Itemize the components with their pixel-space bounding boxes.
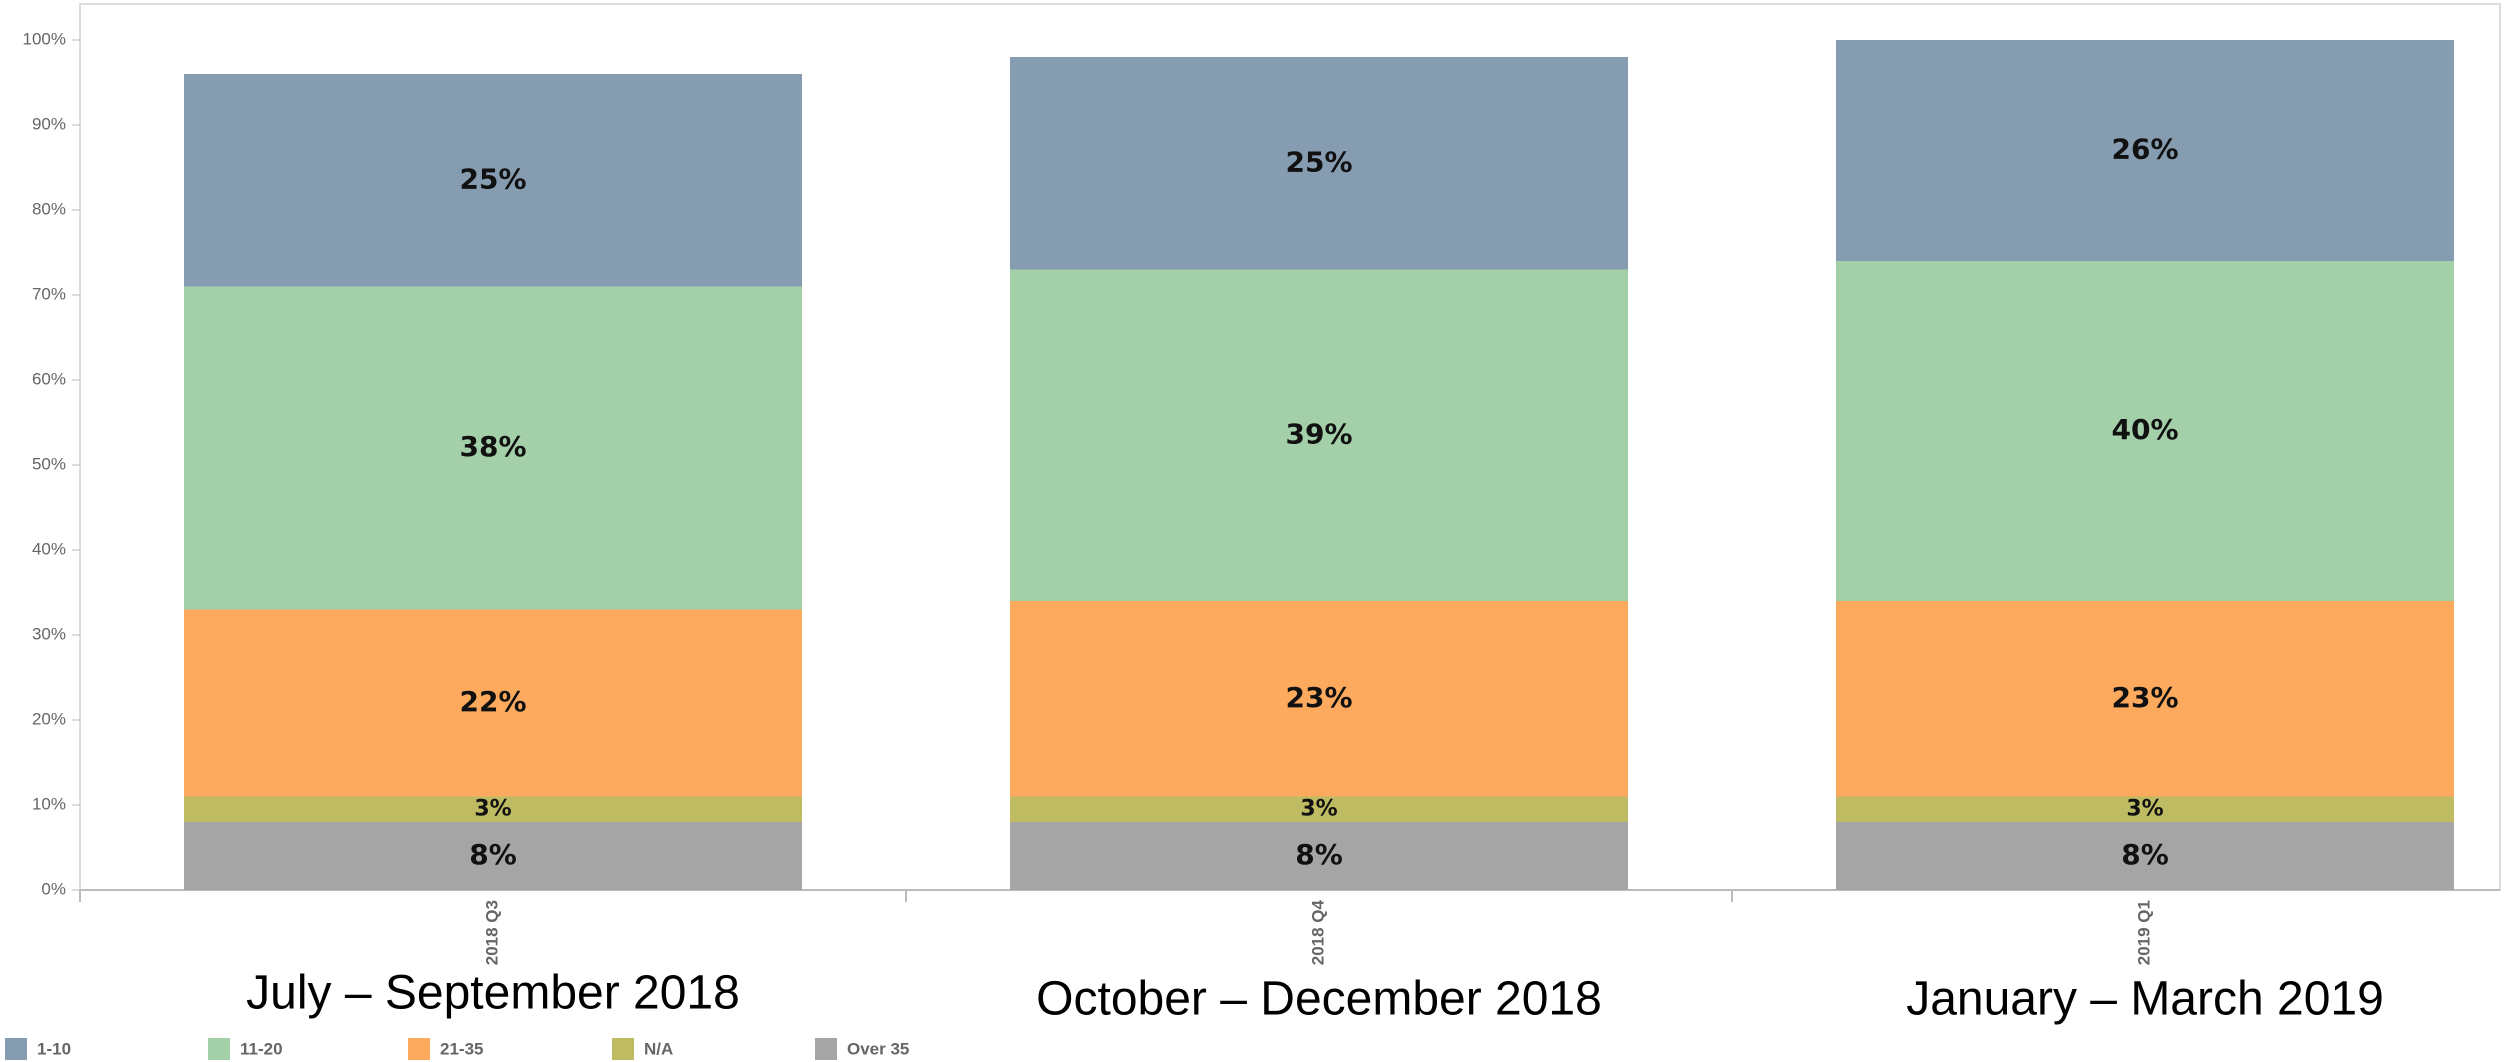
legend-swatch [208,1038,230,1060]
legend-swatch [5,1038,27,1060]
bar-segment [1010,57,1628,270]
y-tick-label: 90% [32,114,66,133]
x-tick-label: 2018 Q3 [482,900,501,965]
y-tick-label: 100% [23,29,66,48]
legend-label: 21-35 [440,1039,483,1058]
bar-segment [184,74,802,287]
data-label: 3% [474,796,511,821]
legend-label: 1-10 [37,1039,71,1058]
y-tick-label: 10% [32,794,66,813]
legend-label: 11-20 [240,1039,283,1058]
bar-segment [1010,796,1628,822]
data-label: 40% [2111,413,2178,446]
data-label: 39% [1285,417,1352,450]
bar-segment [184,609,802,797]
period-caption: January – March 2019 [1906,973,2384,1026]
x-tick-label: 2018 Q4 [1308,899,1327,965]
data-label: 3% [2126,796,2163,821]
data-label: 3% [1300,796,1337,821]
legend-label: N/A [644,1039,673,1058]
bar-segment [1010,601,1628,797]
data-label: 22% [459,685,526,718]
data-label: 8% [1295,838,1343,871]
y-tick-label: 70% [32,284,66,303]
legend-swatch [815,1038,837,1060]
data-label: 26% [2111,133,2178,166]
bar-segment [1836,601,2454,797]
period-caption: October – December 2018 [1036,973,1602,1026]
data-label: 25% [459,162,526,195]
y-tick-label: 80% [32,199,66,218]
data-label: 23% [2111,681,2178,714]
data-label: 8% [2121,838,2169,871]
y-tick-label: 20% [32,709,66,728]
bar-segment [184,286,802,610]
bar-segment [1836,40,2454,261]
bar-segment [1836,822,2454,890]
bar-segment [1010,269,1628,601]
data-label: 23% [1285,681,1352,714]
data-label: 38% [459,430,526,463]
bar-segment [1010,822,1628,890]
legend-label: Over 35 [847,1039,909,1058]
bar-segment [1836,796,2454,822]
period-caption: July – September 2018 [246,967,740,1020]
bar-segment [184,796,802,822]
x-tick-label: 2019 Q1 [2134,900,2153,965]
y-tick-label: 40% [32,539,66,558]
bar-segment [184,822,802,890]
y-tick-label: 50% [32,454,66,473]
y-tick-label: 60% [32,369,66,388]
y-tick-label: 30% [32,624,66,643]
data-label: 8% [469,838,517,871]
data-label: 25% [1285,145,1352,178]
y-tick-label: 0% [41,879,66,898]
legend-swatch [612,1038,634,1060]
bar-segment [1836,261,2454,601]
legend-swatch [408,1038,430,1060]
